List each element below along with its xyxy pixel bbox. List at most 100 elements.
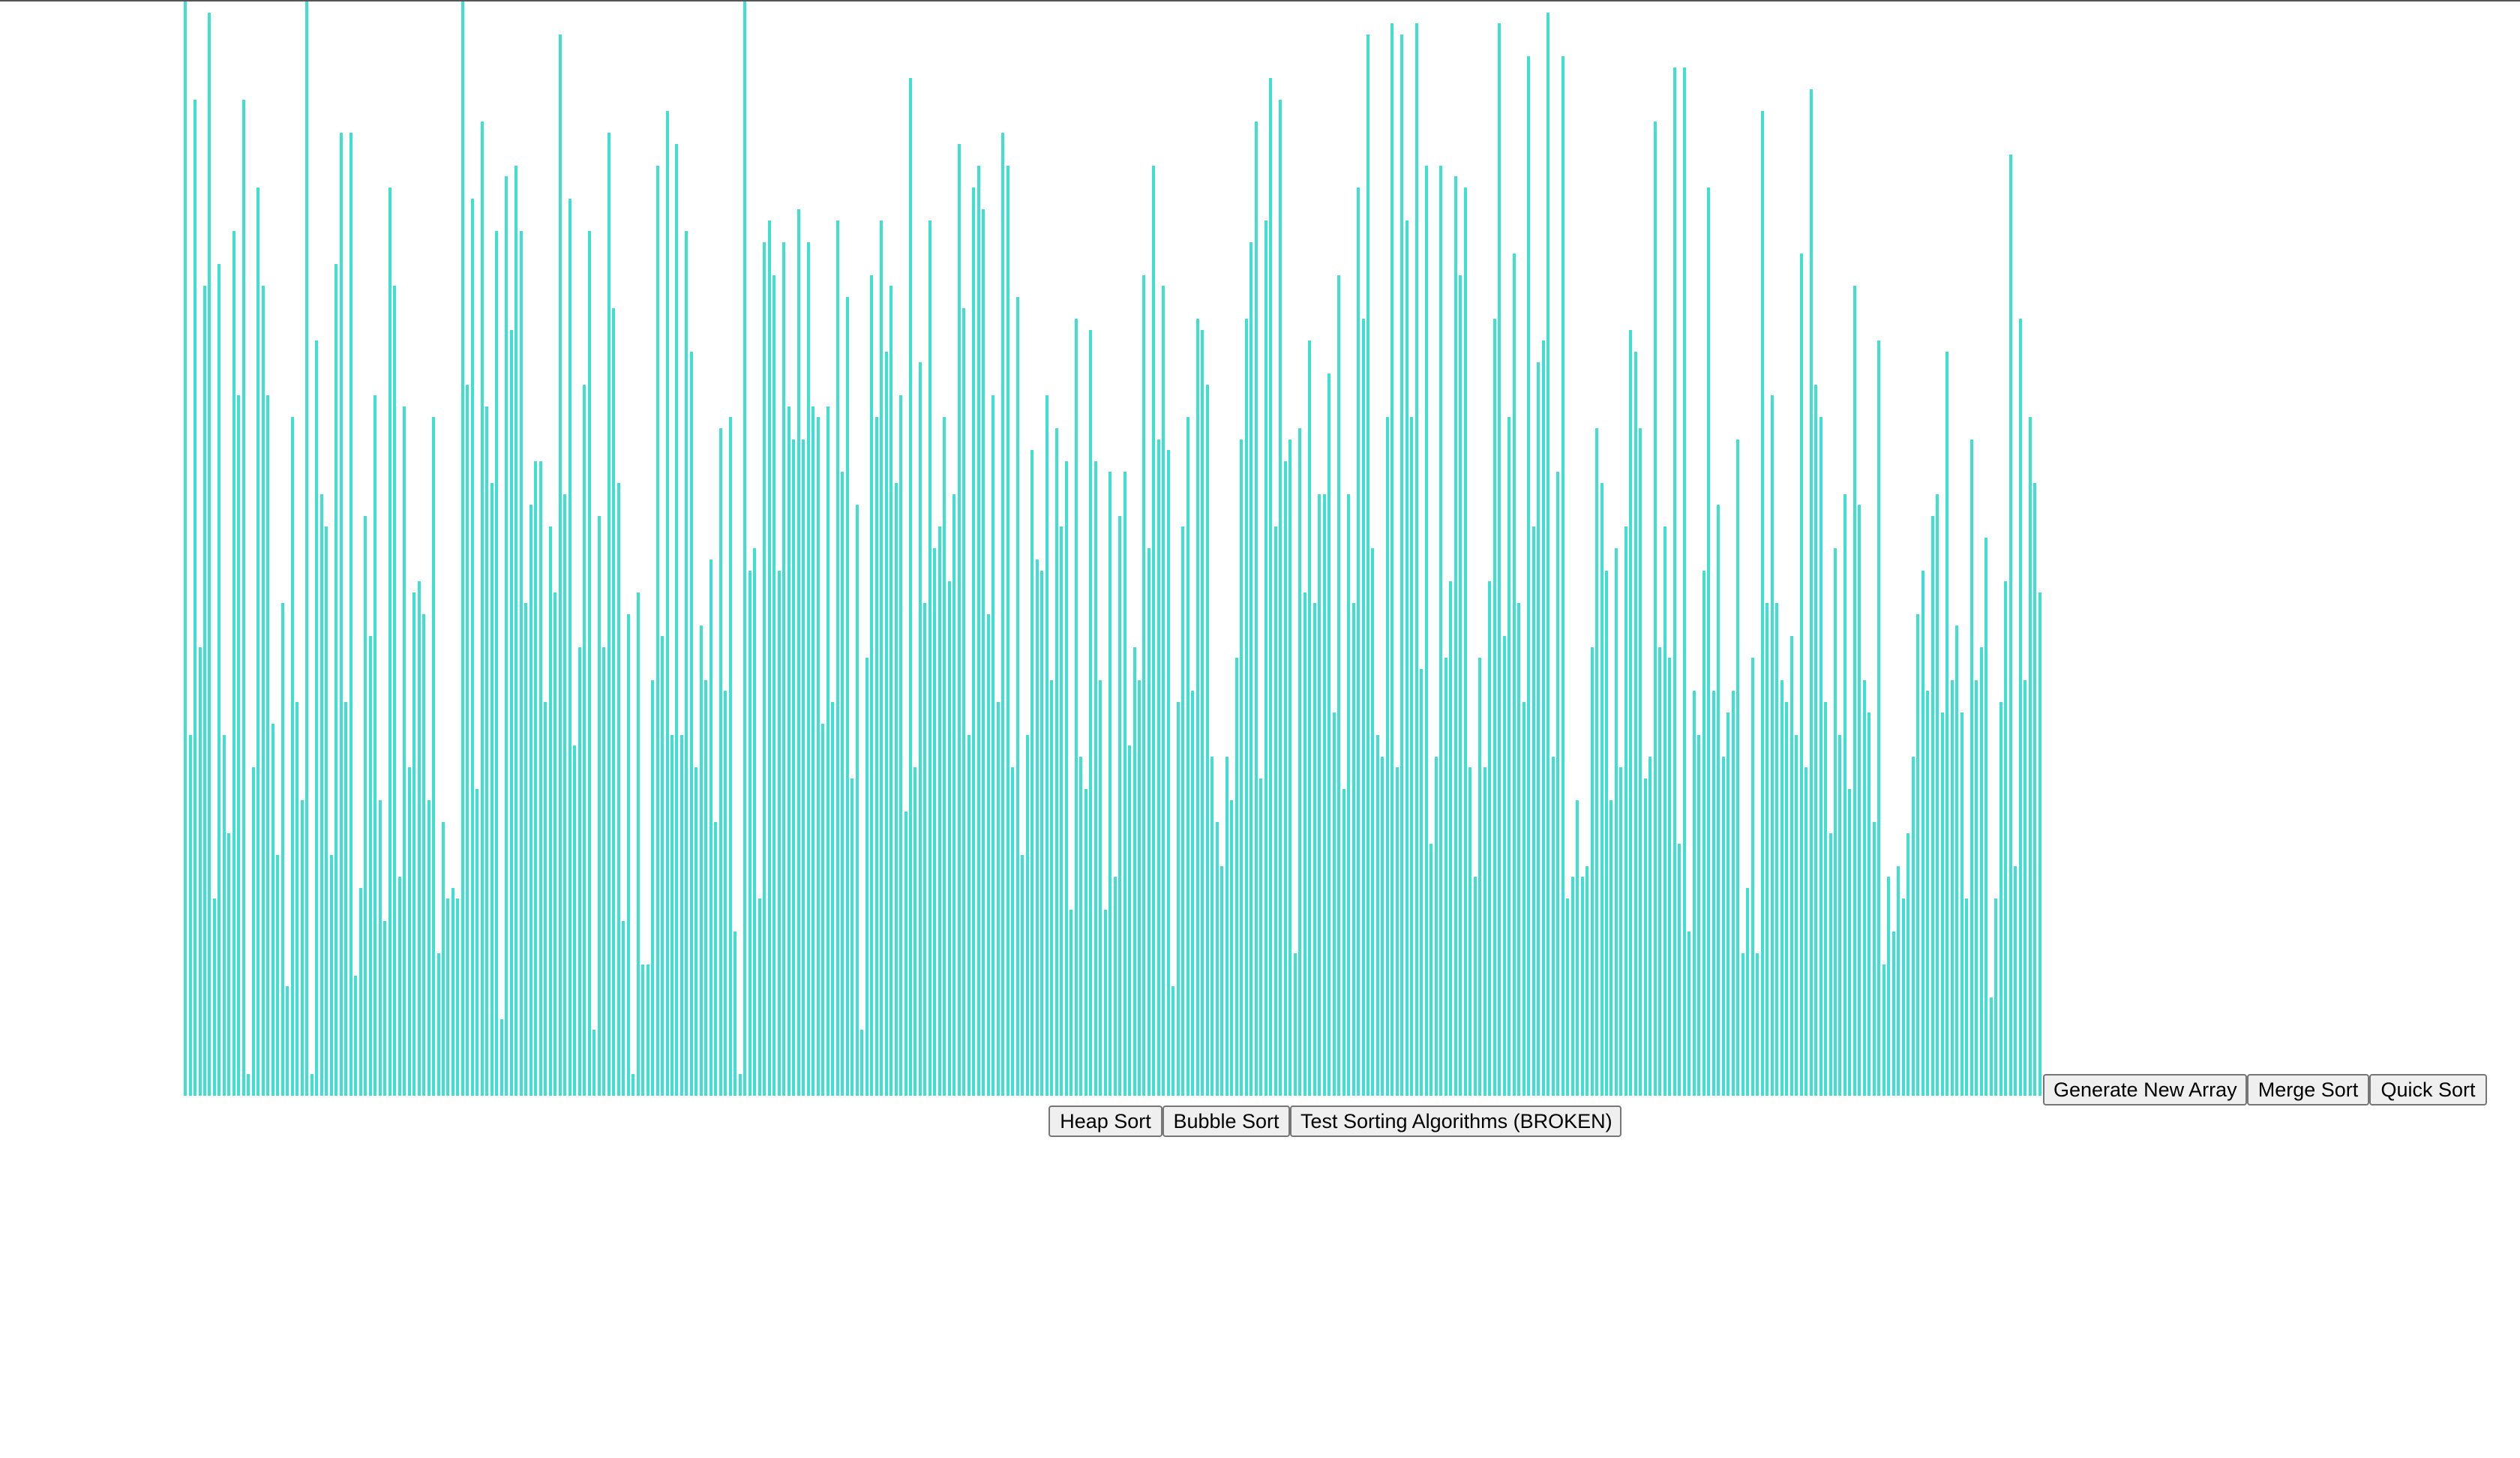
array-bar <box>315 340 319 1096</box>
array-bar <box>1882 964 1886 1096</box>
array-bar <box>1843 494 1846 1096</box>
array-bar <box>646 964 650 1096</box>
array-bar <box>1692 691 1696 1096</box>
bubble-sort-button[interactable]: Bubble Sort <box>1162 1106 1290 1137</box>
array-bar <box>1492 319 1496 1096</box>
array-bar <box>1600 483 1604 1096</box>
array-bar <box>276 855 280 1096</box>
array-bar <box>1040 571 1044 1096</box>
array-bar <box>456 898 460 1096</box>
array-bar <box>1240 440 1244 1096</box>
array-bar <box>1799 254 1803 1096</box>
array-bar <box>928 220 932 1096</box>
array-bar <box>1989 998 1993 1096</box>
array-bar <box>1288 440 1292 1096</box>
array-bar <box>1828 833 1832 1096</box>
merge-sort-button[interactable]: Merge Sort <box>2247 1074 2369 1106</box>
array-bar <box>1274 526 1277 1096</box>
array-bar <box>251 767 255 1096</box>
generate-new-array-button[interactable]: Generate New Array <box>2043 1074 2247 1106</box>
array-bar <box>860 1030 863 1096</box>
array-bar <box>232 231 236 1096</box>
array-bar <box>1070 910 1073 1096</box>
array-bar <box>1648 757 1652 1096</box>
array-bar <box>763 242 766 1096</box>
array-bar <box>914 767 917 1096</box>
array-bar <box>1430 844 1433 1096</box>
array-bar <box>1089 330 1093 1096</box>
array-bar <box>1156 440 1160 1096</box>
array-bar <box>1400 34 1404 1096</box>
array-bar <box>320 494 323 1096</box>
array-bar <box>1381 757 1384 1096</box>
array-bar <box>675 144 679 1096</box>
array-bar <box>850 778 854 1096</box>
array-bar <box>432 417 435 1096</box>
array-bar <box>1123 472 1126 1096</box>
array-bar <box>1361 319 1365 1096</box>
array-bar <box>544 702 548 1096</box>
heap-sort-button[interactable]: Heap Sort <box>1048 1106 1162 1137</box>
array-bar <box>1176 702 1180 1096</box>
array-bar <box>1269 78 1273 1096</box>
array-bar <box>836 220 839 1096</box>
array-bar <box>718 428 722 1096</box>
array-bar <box>782 242 786 1096</box>
array-bar <box>1975 680 1978 1096</box>
array-bar <box>632 1074 634 1096</box>
array-bar <box>938 526 941 1096</box>
array-bar <box>636 592 640 1096</box>
array-bar <box>777 571 781 1096</box>
array-bar <box>1814 385 1817 1096</box>
array-bar <box>1035 560 1039 1096</box>
array-bar <box>612 308 616 1096</box>
top-border <box>0 0 2520 2</box>
quick-sort-button[interactable]: Quick Sort <box>2369 1074 2487 1106</box>
array-bar <box>884 352 888 1096</box>
array-bar <box>1877 340 1881 1096</box>
array-bar <box>1312 603 1316 1096</box>
array-bar <box>904 812 908 1096</box>
array-bar <box>524 603 528 1096</box>
array-bar <box>1468 767 1472 1096</box>
array-bar <box>1454 176 1457 1096</box>
array-bar <box>1750 658 1754 1096</box>
array-bar <box>300 800 304 1096</box>
array-bar <box>1230 800 1234 1096</box>
array-bar <box>1653 122 1657 1096</box>
array-bar <box>1994 898 1998 1096</box>
array-bar <box>1064 461 1068 1096</box>
array-bar <box>1872 822 1876 1096</box>
array-bar <box>1011 767 1015 1096</box>
array-bar <box>1385 417 1389 1096</box>
array-bar <box>1702 571 1706 1096</box>
array-bar <box>1279 100 1282 1096</box>
array-bar <box>422 614 425 1096</box>
test-sorting-algorithms-button[interactable]: Test Sorting Algorithms (BROKEN) <box>1290 1106 1622 1137</box>
array-bar <box>1537 362 1540 1096</box>
array-bar <box>1921 571 1924 1096</box>
array-bar <box>841 472 844 1096</box>
array-bar <box>689 352 693 1096</box>
array-bar <box>1006 166 1010 1096</box>
array-bar <box>1541 340 1545 1096</box>
array-bar <box>1449 581 1453 1096</box>
array-bar <box>738 1074 742 1096</box>
array-bar <box>1546 13 1550 1096</box>
array-bar <box>1736 440 1740 1096</box>
array-bar <box>1459 275 1462 1096</box>
array-bar <box>1697 735 1701 1096</box>
array-bar <box>280 603 284 1096</box>
array-bar <box>1756 953 1760 1096</box>
array-bar <box>1225 757 1228 1096</box>
array-bar <box>242 100 245 1096</box>
array-bar <box>845 297 849 1096</box>
array-bar <box>1576 800 1579 1096</box>
array-bar <box>485 406 489 1096</box>
array-bar <box>1970 440 1973 1096</box>
array-bar <box>1147 548 1150 1096</box>
array-bar <box>1610 800 1613 1096</box>
array-bar <box>1045 395 1048 1096</box>
array-bar <box>1785 702 1789 1096</box>
array-bar <box>1527 56 1531 1096</box>
